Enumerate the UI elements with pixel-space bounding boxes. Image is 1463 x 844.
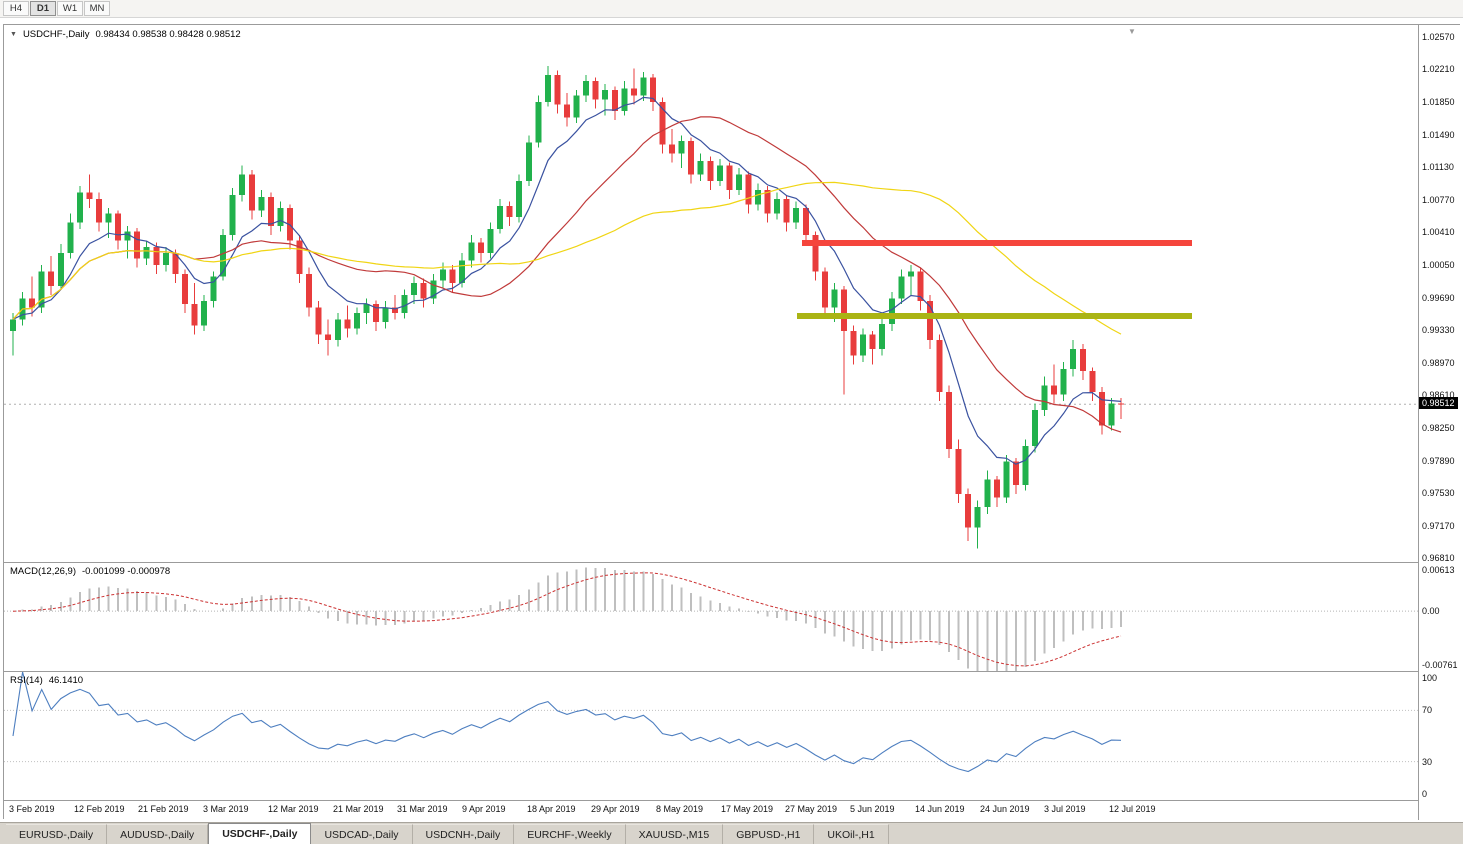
price-axis-label: 0.98250 bbox=[1422, 423, 1455, 433]
price-chart-canvas[interactable] bbox=[4, 25, 1418, 562]
date-label: 12 Mar 2019 bbox=[268, 804, 319, 814]
price-axis-label: 0.96810 bbox=[1422, 553, 1455, 563]
main-chart-title: ▼ USDCHF-,Daily 0.98434 0.98538 0.98428 … bbox=[10, 29, 241, 40]
chart-tab-ukoil-h1[interactable]: UKOil-,H1 bbox=[814, 824, 888, 844]
chart-tab-usdchf-daily[interactable]: USDCHF-,Daily bbox=[208, 823, 311, 844]
date-label: 12 Jul 2019 bbox=[1109, 804, 1156, 814]
price-axis-label: 0.97530 bbox=[1422, 488, 1455, 498]
price-axis-label: 1.02210 bbox=[1422, 64, 1455, 74]
chart-tab-usdcad-daily[interactable]: USDCAD-,Daily bbox=[311, 824, 412, 844]
chart-tab-xauusd-m15[interactable]: XAUUSD-,M15 bbox=[626, 824, 724, 844]
date-label: 8 May 2019 bbox=[656, 804, 703, 814]
price-axis-label: 1.02570 bbox=[1422, 32, 1455, 42]
rsi-chart-canvas[interactable] bbox=[4, 672, 1418, 800]
rsi-axis-label: 70 bbox=[1422, 705, 1432, 715]
chart-tab-eurchf-weekly[interactable]: EURCHF-,Weekly bbox=[514, 824, 625, 844]
rsi-indicator-label: RSI(14) bbox=[10, 675, 43, 686]
macd-indicator-label: MACD(12,26,9) bbox=[10, 566, 76, 577]
current-price-tag: 0.98512 bbox=[1419, 397, 1458, 409]
chart-tab-audusd-daily[interactable]: AUDUSD-,Daily bbox=[107, 824, 208, 844]
trading-terminal-window: H4D1W1MN ▼ USDCHF-,Daily 0.98434 0.98538… bbox=[0, 0, 1463, 844]
macd-axis-label: -0.00761 bbox=[1422, 660, 1458, 670]
rsi-axis-label: 0 bbox=[1422, 789, 1427, 799]
period-button-h4[interactable]: H4 bbox=[3, 1, 29, 16]
price-axis-label: 0.99690 bbox=[1422, 293, 1455, 303]
resistance-line[interactable] bbox=[802, 240, 1192, 246]
macd-axis-label: 0.00613 bbox=[1422, 565, 1455, 575]
price-axis-label: 1.01130 bbox=[1422, 162, 1454, 172]
price-axis-label: 1.00410 bbox=[1422, 227, 1455, 237]
chart-shift-marker-icon[interactable]: ▼ bbox=[1128, 27, 1136, 36]
price-axis-label: 1.01850 bbox=[1422, 97, 1455, 107]
chart-tab-gbpusd-h1[interactable]: GBPUSD-,H1 bbox=[723, 824, 814, 844]
rsi-indicator-value: 46.1410 bbox=[49, 675, 83, 686]
date-label: 14 Jun 2019 bbox=[915, 804, 965, 814]
price-axis-label: 0.98970 bbox=[1422, 358, 1455, 368]
chart-symbol-label: USDCHF-,Daily bbox=[23, 29, 90, 40]
date-label: 29 Apr 2019 bbox=[591, 804, 640, 814]
date-label: 18 Apr 2019 bbox=[527, 804, 576, 814]
date-label: 17 May 2019 bbox=[721, 804, 773, 814]
price-axis-label: 1.00770 bbox=[1422, 195, 1455, 205]
panel-separator[interactable] bbox=[4, 562, 1459, 563]
chart-tab-eurusd-daily[interactable]: EURUSD-,Daily bbox=[6, 824, 107, 844]
support-line[interactable] bbox=[797, 313, 1192, 319]
price-axis-label: 1.00050 bbox=[1422, 260, 1455, 270]
period-button-d1[interactable]: D1 bbox=[30, 1, 56, 16]
timeframe-toolbar: H4D1W1MN bbox=[0, 0, 1463, 18]
price-axis-label: 1.01490 bbox=[1422, 130, 1455, 140]
price-axis[interactable]: 0.98512 1.02570 1.02210 1.01850 1.01490 1.01… bbox=[1418, 25, 1460, 820]
date-label: 3 Feb 2019 bbox=[9, 804, 55, 814]
collapse-triangle-icon[interactable]: ▼ bbox=[10, 31, 17, 38]
panel-separator[interactable] bbox=[4, 671, 1459, 672]
macd-indicator-values: -0.001099 -0.000978 bbox=[82, 566, 170, 577]
macd-axis-label: 0.00 bbox=[1422, 606, 1440, 616]
date-label: 5 Jun 2019 bbox=[850, 804, 895, 814]
chart-ohlc-values: 0.98434 0.98538 0.98428 0.98512 bbox=[95, 29, 240, 40]
macd-panel-title: MACD(12,26,9) -0.001099 -0.000978 bbox=[10, 566, 170, 577]
macd-chart-canvas[interactable] bbox=[4, 563, 1418, 671]
date-label: 24 Jun 2019 bbox=[980, 804, 1030, 814]
rsi-axis-label: 100 bbox=[1422, 673, 1437, 683]
price-axis-label: 0.99330 bbox=[1422, 325, 1455, 335]
chart-tab-usdcnh-daily[interactable]: USDCNH-,Daily bbox=[413, 824, 515, 844]
date-label: 31 Mar 2019 bbox=[397, 804, 448, 814]
date-label: 27 May 2019 bbox=[785, 804, 837, 814]
chart-window[interactable]: ▼ USDCHF-,Daily 0.98434 0.98538 0.98428 … bbox=[3, 24, 1460, 819]
date-label: 3 Mar 2019 bbox=[203, 804, 249, 814]
date-label: 21 Mar 2019 bbox=[333, 804, 384, 814]
date-label: 12 Feb 2019 bbox=[74, 804, 125, 814]
time-axis[interactable]: 3 Feb 2019 12 Feb 2019 21 Feb 2019 3 Mar 20… bbox=[4, 801, 1418, 819]
date-label: 9 Apr 2019 bbox=[462, 804, 506, 814]
panel-separator[interactable] bbox=[4, 800, 1459, 801]
date-label: 3 Jul 2019 bbox=[1044, 804, 1086, 814]
rsi-axis-label: 30 bbox=[1422, 757, 1432, 767]
price-axis-label: 0.97890 bbox=[1422, 456, 1455, 466]
date-label: 21 Feb 2019 bbox=[138, 804, 189, 814]
period-button-mn[interactable]: MN bbox=[84, 1, 110, 16]
rsi-panel-title: RSI(14) 46.1410 bbox=[10, 675, 83, 686]
chart-tabs-bar: EURUSD-,DailyAUDUSD-,DailyUSDCHF-,DailyU… bbox=[0, 822, 1463, 844]
price-axis-label: 0.97170 bbox=[1422, 521, 1455, 531]
period-button-w1[interactable]: W1 bbox=[57, 1, 83, 16]
